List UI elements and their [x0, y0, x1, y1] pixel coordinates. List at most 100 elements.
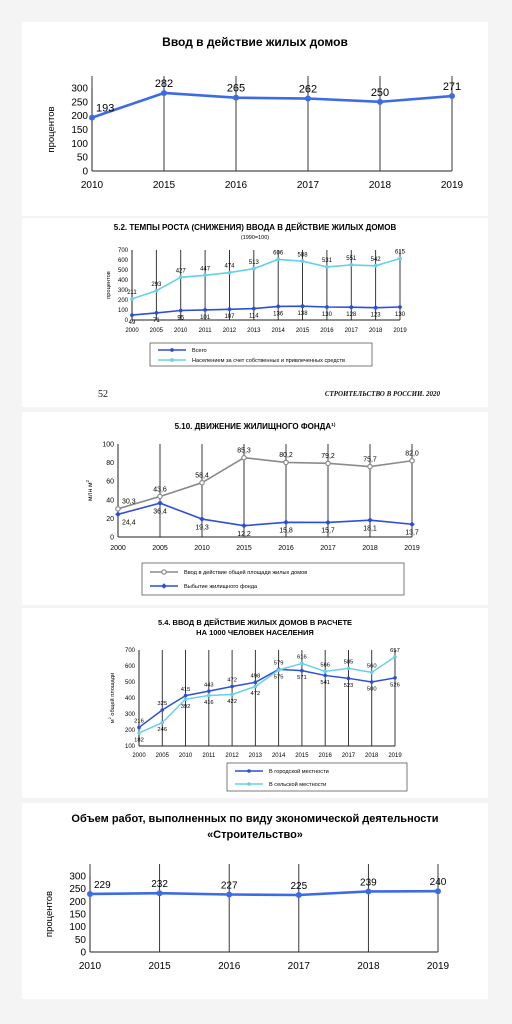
data-point: [242, 455, 246, 459]
x-tick-label: 2019: [427, 961, 450, 972]
y-tick-label: 50: [77, 153, 89, 164]
data-label: 513: [249, 260, 260, 266]
y-axis-title-text: процентов: [44, 891, 55, 937]
y-axis-title: процентов: [46, 106, 57, 152]
data-label: 422: [227, 699, 237, 705]
y-tick-label: 300: [71, 84, 88, 95]
x-tick-label: 2000: [125, 328, 139, 334]
data-label: 227: [221, 880, 238, 891]
y-tick-label: 100: [69, 922, 86, 933]
x-tick-label: 2019: [441, 180, 464, 191]
x-tick-label: 2013: [247, 328, 261, 334]
data-point: [277, 668, 281, 672]
data-label: 182: [134, 737, 144, 743]
data-label: 615: [395, 250, 406, 256]
data-point: [301, 304, 305, 308]
chart-panel-housing-commissioning: Ввод в действие жилых домов 0 50 100 150 200 2…: [22, 22, 488, 216]
legend-label: Населением за счет собственных и привлеч…: [192, 358, 345, 364]
data-point: [179, 309, 183, 313]
data-point: [323, 670, 327, 674]
data-point: [241, 523, 247, 529]
data-label: 75,7: [363, 456, 377, 463]
data-point: [203, 273, 207, 277]
chart-title-text: 5.4. ВВОД В ДЕЙСТВИЕ ЖИЛЫХ ДОМОВ В РАСЧЕ…: [158, 618, 352, 627]
x-tick-label: 2015: [148, 961, 171, 972]
x-tick-label: 2016: [320, 328, 334, 334]
chart-title-text: 5.10. ДВИЖЕНИЕ ЖИЛИЩНОГО ФОНДА: [175, 422, 332, 431]
data-point: [116, 507, 120, 511]
data-label: 657: [390, 648, 400, 654]
x-tick-label: 2005: [152, 545, 168, 552]
data-label: 15,7: [321, 528, 335, 535]
data-point: [326, 461, 330, 465]
data-point: [154, 311, 158, 315]
data-label: 498: [251, 674, 261, 680]
data-point: [228, 271, 232, 275]
data-point: [283, 520, 289, 526]
data-label: 271: [443, 81, 461, 93]
chart-panel-growth-rates: 5.2. ТЕМПЫ РОСТА (СНИЖЕНИЯ) ВВОДА В ДЕЙС…: [22, 218, 488, 385]
y-axis-title-text: процентов: [106, 271, 112, 299]
data-point: [365, 888, 371, 894]
data-point: [252, 307, 256, 311]
data-label: 531: [322, 258, 333, 264]
data-label: 240: [430, 877, 447, 888]
data-label: 282: [155, 78, 173, 90]
data-point: [276, 305, 280, 309]
chart-construction-volume: Объем работ, выполненных по виду экономи…: [22, 803, 488, 999]
page-number: 52: [98, 389, 108, 400]
x-tick-label: 2015: [295, 753, 309, 759]
data-label: 588: [298, 252, 309, 258]
y-tick-label: 150: [69, 910, 86, 921]
data-point: [349, 305, 353, 309]
y-axis-title: процентов: [106, 271, 112, 299]
data-point: [228, 307, 232, 311]
data-point: [207, 689, 211, 693]
data-point: [398, 305, 402, 309]
x-tick-label: 2019: [393, 328, 407, 334]
chart-growth-rates: 5.2. ТЕМПЫ РОСТА (СНИЖЕНИЯ) ВВОДА В ДЕЙС…: [22, 218, 488, 385]
data-label: 560: [367, 664, 377, 670]
data-point: [157, 500, 163, 506]
chart-title-note: 1): [331, 422, 336, 428]
data-label: 79,2: [321, 453, 335, 460]
data-point: [207, 694, 211, 698]
data-label: 130: [322, 312, 333, 318]
y-tick-label: 150: [71, 125, 88, 136]
x-tick-label: 2019: [404, 545, 420, 552]
data-label: 262: [299, 84, 317, 96]
y-tick-label: 60: [106, 479, 114, 486]
y-tick-label: 0: [80, 948, 86, 959]
chart-per-1000-population: 5.4. ВВОД В ДЕЙСТВИЕ ЖИЛЫХ ДОМОВ В РАСЧЕ…: [22, 608, 488, 798]
legend-label: Выбытие жилищного фонда: [184, 584, 258, 590]
data-point: [203, 308, 207, 312]
data-label: 80,2: [279, 452, 293, 459]
data-label: 616: [297, 655, 307, 661]
data-label: 36,4: [153, 508, 167, 515]
x-tick-label: 2016: [225, 180, 248, 191]
y-tick-label: 200: [71, 111, 88, 122]
data-point: [370, 680, 374, 684]
data-label: 250: [371, 87, 389, 99]
data-label: 500: [367, 687, 377, 693]
y-axis-title-sup: 2: [85, 479, 90, 482]
data-label: 526: [390, 682, 400, 688]
data-label: 229: [94, 880, 111, 891]
data-point: [276, 258, 280, 262]
data-point: [184, 694, 188, 698]
data-label: 447: [200, 266, 211, 272]
x-tick-label: 2010: [79, 961, 102, 972]
data-point: [325, 265, 329, 269]
data-point: [226, 891, 232, 897]
legend-label: В сельской местности: [269, 781, 326, 788]
chart-title: Объем работ, выполненных по виду экономи…: [71, 813, 438, 825]
data-label: 579: [274, 661, 284, 667]
legend-swatch-marker: [170, 358, 174, 362]
data-label: 566: [320, 663, 330, 669]
data-point: [284, 460, 288, 464]
data-label: 43,6: [153, 486, 167, 493]
data-point: [252, 267, 256, 271]
x-tick-label: 2010: [179, 753, 193, 759]
data-point: [300, 669, 304, 673]
data-point: [199, 516, 205, 522]
